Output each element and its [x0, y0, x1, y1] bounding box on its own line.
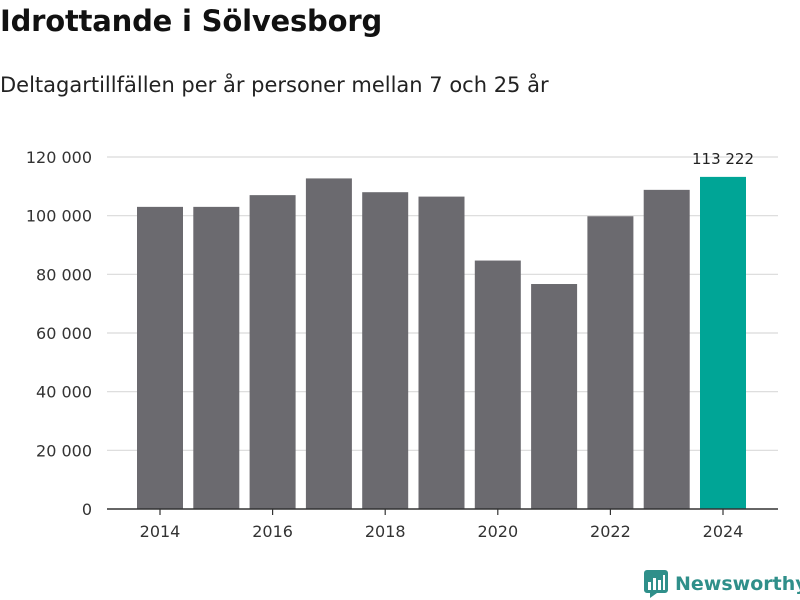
bar-2017 [305, 178, 352, 509]
x-tick-label: 2016 [252, 522, 293, 541]
y-tick-label: 20 000 [36, 441, 92, 460]
bar-2021 [531, 284, 578, 509]
x-tick-label: 2014 [140, 522, 181, 541]
x-tick-label: 2022 [590, 522, 631, 541]
y-tick-label: 0 [82, 500, 92, 519]
bar-2020 [474, 260, 521, 509]
bar-2019 [418, 196, 465, 509]
bar-2018 [362, 192, 409, 509]
y-tick-label: 40 000 [36, 383, 92, 402]
newsworthy-logo-icon [644, 570, 668, 598]
y-tick-label: 80 000 [36, 265, 92, 284]
y-tick-label: 60 000 [36, 324, 92, 343]
bar-2015 [193, 206, 240, 509]
bar-2023 [643, 189, 690, 509]
y-tick-label: 100 000 [26, 207, 92, 226]
y-tick-label: 120 000 [26, 148, 92, 167]
x-tick-label: 2018 [365, 522, 406, 541]
bar-2022 [587, 216, 634, 509]
chart-subtitle: Deltagartillfällen per år personer mella… [0, 73, 549, 97]
bar-2014 [137, 206, 183, 509]
data-label: 113 222 [692, 150, 754, 168]
x-tick-label: 2024 [703, 522, 744, 541]
bar-2016 [249, 195, 296, 509]
brand-logo: Newsworthy [644, 570, 800, 598]
chart-title: Idrottande i Sölvesborg [0, 4, 383, 38]
bar-2024 [700, 176, 746, 509]
x-tick-label: 2020 [477, 522, 518, 541]
brand-name: Newsworthy [675, 573, 800, 595]
